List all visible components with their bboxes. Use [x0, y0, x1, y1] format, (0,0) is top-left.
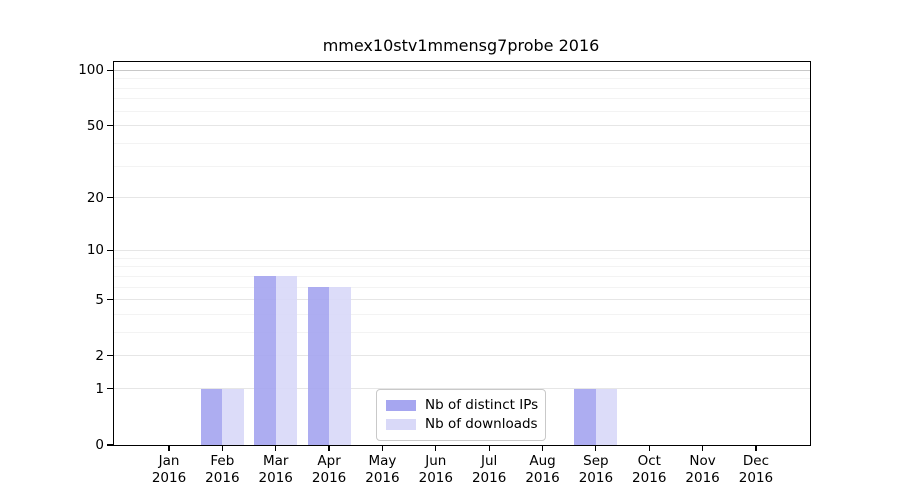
x-tick-mark: [381, 445, 384, 451]
y-tick-label: 0: [95, 437, 104, 453]
x-tick-mark: [221, 445, 223, 451]
x-tick-label-sep: Sep 2016: [578, 453, 614, 486]
y-tick-label: 5: [95, 291, 104, 308]
y-minor-gridline: [114, 266, 810, 268]
y-minor-gridline: [114, 331, 810, 333]
plot-area: 0 1 2 5 10 20 50 100 Jan 2016 Feb 2016 Mar 2016 Apr…: [78, 61, 811, 486]
y-tick-mark: [106, 355, 113, 357]
x-tick-mark: [648, 445, 650, 451]
y-major-gridline: [114, 355, 810, 357]
y-tick-mark: [106, 197, 113, 199]
y-major-gridline: [114, 249, 810, 251]
x-tick-label-oct: Oct 2016: [632, 453, 667, 486]
y-tick-mark: [106, 298, 113, 301]
bar-sep-distinct-ips: [574, 388, 596, 445]
legend-row-downloads: Nb of downloads: [377, 417, 545, 432]
bar-mar-downloads: [275, 276, 298, 445]
x-tick-mark: [702, 445, 704, 451]
y-tick-mark: [106, 125, 113, 127]
y-tick-mark: [106, 444, 113, 446]
x-tick-mark: [435, 445, 437, 451]
x-tick-mark: [755, 445, 757, 451]
y-minor-gridline: [114, 143, 810, 145]
y-minor-gridline: [114, 98, 810, 100]
y-major-gridline: [114, 388, 810, 390]
y-minor-gridline: [114, 165, 810, 167]
legend: Nb of distinct IPs Nb of downloads: [376, 389, 546, 441]
x-tick-mark: [168, 445, 170, 451]
y-minor-gridline: [114, 87, 810, 89]
x-tick-label-jul: Jul 2016: [471, 453, 507, 486]
y-tick-mark: [106, 69, 113, 71]
y-major-gridline: [114, 125, 810, 127]
x-tick-mark: [541, 445, 544, 451]
x-tick-label-apr: Apr 2016: [311, 453, 347, 486]
y-tick-label: 2: [95, 347, 104, 364]
bar-feb-downloads: [222, 388, 244, 445]
chart-title: mmex10stv1mmensg7probe 2016: [322, 36, 600, 55]
y-major-gridline: [114, 299, 810, 301]
x-tick-label-dec: Dec 2016: [738, 453, 774, 486]
y-minor-gridline: [114, 313, 810, 315]
x-tick-label-jun: Jun 2016: [418, 453, 453, 486]
y-tick-label: 20: [86, 189, 104, 206]
legend-row-distinct-ips: Nb of distinct IPs: [377, 398, 545, 413]
bar-mar-distinct-ips: [254, 276, 276, 445]
y-minor-gridline: [114, 275, 810, 277]
y-tick-label: 50: [86, 117, 104, 134]
x-tick-label-mar: Mar 2016: [258, 453, 293, 486]
bar-feb-distinct-ips: [200, 388, 223, 445]
y-minor-gridline: [114, 257, 810, 259]
y-major-gridline: [114, 197, 810, 199]
y-tick-mark: [106, 249, 113, 251]
x-tick-label-aug: Aug 2016: [525, 453, 560, 486]
x-tick-mark: [275, 445, 277, 451]
y-minor-gridline: [114, 286, 810, 288]
bar-apr-distinct-ips: [307, 287, 330, 445]
legend-swatch-downloads: [386, 419, 416, 430]
x-tick-mark: [328, 445, 330, 451]
y-tick-mark: [106, 388, 113, 390]
bar-apr-downloads: [329, 287, 351, 445]
x-tick-label-jan: Jan 2016: [151, 453, 187, 486]
y-tick-label: 100: [78, 62, 104, 79]
y-minor-gridline: [114, 78, 810, 80]
bar-sep-downloads: [595, 388, 618, 445]
x-tick-label-feb: Feb 2016: [205, 453, 240, 486]
legend-swatch-distinct-ips: [386, 400, 416, 411]
y-major-gridline: [114, 69, 810, 71]
x-tick-mark: [595, 445, 597, 451]
y-tick-label: 10: [86, 242, 104, 259]
y-tick-label: 1: [95, 380, 104, 397]
x-tick-mark: [488, 445, 490, 451]
legend-label-distinct-ips: Nb of distinct IPs: [425, 397, 539, 413]
x-tick-label-may: May 2016: [365, 453, 400, 486]
y-minor-gridline: [114, 110, 810, 112]
x-tick-label-nov: Nov 2016: [685, 453, 720, 486]
legend-label-downloads: Nb of downloads: [425, 416, 538, 432]
